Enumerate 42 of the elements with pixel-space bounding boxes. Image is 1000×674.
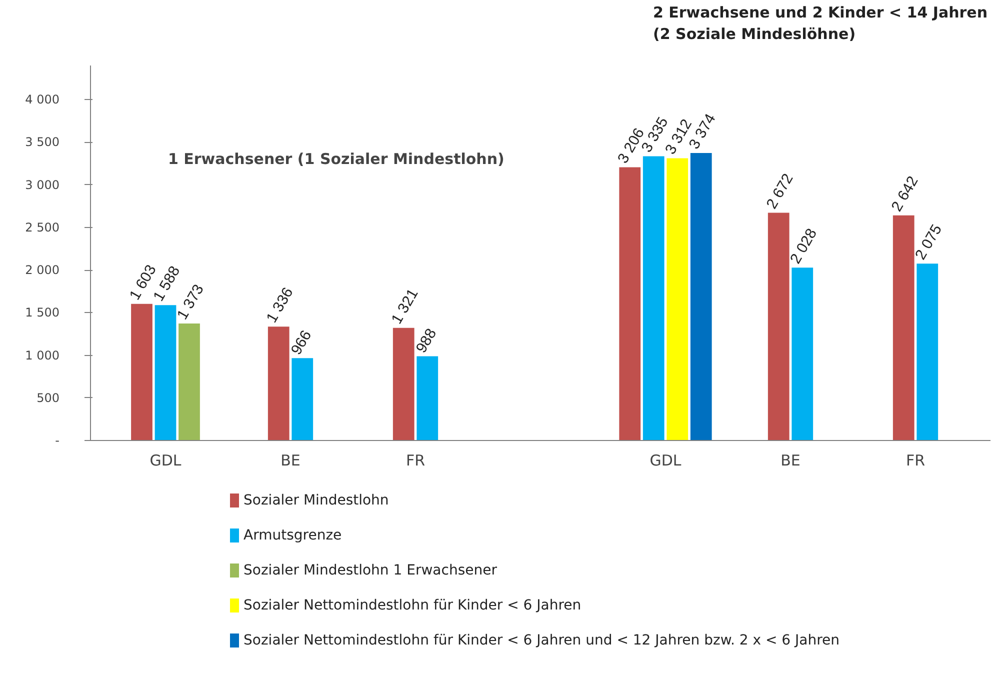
y-tick-label: 500 (36, 390, 60, 405)
bar (690, 152, 712, 440)
legend-label: Sozialer Mindestlohn 1 Erwachsener (244, 562, 498, 578)
bar (392, 328, 414, 440)
data-label: 2 672 (763, 170, 797, 212)
bar (892, 215, 914, 440)
bar (768, 212, 790, 440)
data-label: 2 028 (787, 226, 821, 267)
y-tick-label: 2 500 (25, 220, 60, 234)
bar (416, 356, 438, 440)
y-tick-label: 3 000 (25, 178, 60, 192)
bar (792, 268, 814, 440)
data-label: 1 321 (388, 286, 422, 328)
x-tick-label: BE (780, 452, 800, 470)
y-tick-label: 1 000 (25, 348, 60, 362)
data-label: 1 373 (174, 282, 208, 323)
bar (916, 264, 938, 440)
x-tick-label: BE (280, 452, 300, 470)
bar (178, 323, 200, 440)
data-label: 2 075 (912, 222, 946, 263)
bar (268, 326, 290, 440)
legend-label: Armutsgrenze (244, 528, 342, 544)
x-tick-label: GDL (650, 452, 682, 470)
y-tick-label: 3 500 (25, 135, 60, 150)
legend-label: Sozialer Nettomindestlohn für Kinder < 6 Jahren und < 12 Jahren bzw. 2 x < 6 Jahren (244, 632, 840, 648)
x-tick-label: FR (406, 452, 426, 470)
y-tick-label: 4 000 (25, 92, 60, 107)
bar (292, 358, 314, 440)
legend-label: Sozialer Nettomindestlohn für Kinder < 6 Jahren (244, 598, 582, 614)
x-tick-label: FR (906, 452, 926, 470)
annotation: 1 Erwachsener (1 Sozialer Mindestlohn) (168, 150, 504, 168)
y-tick-label: 1 500 (25, 306, 60, 320)
data-label: 1 336 (263, 284, 297, 326)
y-tick-label: - (55, 434, 60, 448)
bar (666, 158, 688, 440)
data-label: 988 (412, 326, 440, 356)
y-tick-label: 2 000 (25, 263, 60, 278)
text: 2 Erwachsene und 2 Kinder < 14 Jahren (2 Soziale Mindeslöhne) (653, 4, 988, 44)
data-label: 2 642 (888, 173, 922, 214)
data-label: 966 (288, 328, 316, 358)
legend-label: Sozialer Mindestlohn (244, 492, 389, 508)
x-tick-label: GDL (150, 452, 182, 470)
